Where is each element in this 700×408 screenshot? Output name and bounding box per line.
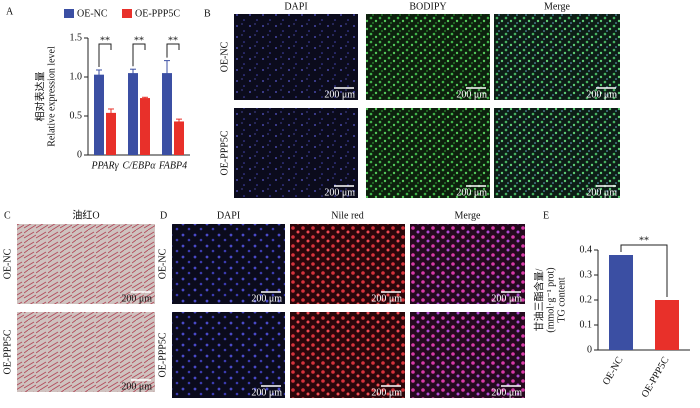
micrograph bbox=[366, 108, 490, 198]
significance-bracket bbox=[98, 43, 112, 67]
y-tick-label: 0 bbox=[77, 149, 82, 160]
scale-bar-label: 200 μm bbox=[586, 89, 617, 100]
micrograph bbox=[494, 14, 620, 100]
row-label: OE-PPP5C bbox=[157, 332, 168, 377]
column-title: Merge bbox=[455, 210, 481, 221]
significance-bracket bbox=[132, 43, 146, 67]
column-title: BODIPY bbox=[409, 1, 446, 12]
micrograph bbox=[494, 108, 620, 198]
x-tick-label: FABP4 bbox=[158, 160, 187, 171]
row-label: OE-PPP5C bbox=[2, 329, 13, 374]
micrograph bbox=[17, 224, 155, 304]
column-title: DAPI bbox=[217, 210, 240, 221]
x-tick-label: C/EBPα bbox=[122, 160, 156, 171]
panel-label: B bbox=[204, 8, 211, 19]
scale-bar-label: 200 μm bbox=[371, 387, 402, 398]
micrograph bbox=[410, 312, 525, 398]
bar bbox=[162, 73, 172, 155]
column-title: DAPI bbox=[284, 1, 307, 12]
scale-bar-label: 200 μm bbox=[371, 293, 402, 304]
scale-bar-label: 200 μm bbox=[586, 187, 617, 198]
micrograph bbox=[290, 224, 405, 304]
bar bbox=[94, 74, 104, 155]
scale-bar-label: 200 μm bbox=[251, 293, 282, 304]
micrograph bbox=[290, 312, 405, 398]
scale-bar-label: 200 μm bbox=[324, 89, 355, 100]
annotation: ** bbox=[168, 35, 178, 46]
legend-label: OE-PPP5C bbox=[135, 8, 180, 19]
legend-swatch bbox=[122, 9, 132, 18]
panel-label: E bbox=[543, 210, 549, 221]
y-tick-label: 0 bbox=[587, 344, 592, 355]
micrograph bbox=[410, 224, 525, 304]
scale-bar-label: 200 μm bbox=[456, 187, 487, 198]
bar bbox=[106, 112, 116, 155]
column-title: Merge bbox=[544, 1, 570, 12]
scale-bar-label: 200 μm bbox=[491, 293, 522, 304]
micrograph bbox=[366, 14, 490, 100]
scale-bar-label: 200 μm bbox=[456, 89, 487, 100]
column-title: Nile red bbox=[331, 210, 364, 221]
legend-swatch bbox=[64, 9, 74, 18]
annotation: ** bbox=[100, 35, 110, 46]
y-tick-label: 1.0 bbox=[70, 71, 83, 82]
annotation: ** bbox=[134, 35, 144, 46]
bar bbox=[128, 73, 138, 155]
micrograph bbox=[234, 14, 358, 100]
y-axis-label: (mmol·g⁻¹ prot) bbox=[545, 267, 556, 332]
panel-title: 油红O bbox=[72, 208, 99, 221]
row-label: OE-NC bbox=[2, 248, 13, 279]
micrograph bbox=[17, 312, 155, 392]
bar bbox=[655, 300, 679, 350]
legend-label: OE-NC bbox=[77, 8, 108, 19]
y-tick-label: 0.1 bbox=[580, 319, 593, 330]
bar bbox=[174, 121, 184, 155]
bar bbox=[140, 98, 150, 155]
scale-bar-label: 200 μm bbox=[121, 293, 152, 304]
significance-bracket bbox=[620, 244, 668, 297]
micrograph bbox=[172, 312, 285, 398]
x-tick-label: OE-NC bbox=[601, 355, 626, 387]
scale-bar-label: 200 μm bbox=[121, 381, 152, 392]
y-tick-label: 0.3 bbox=[580, 269, 593, 280]
y-tick-label: 0.2 bbox=[580, 294, 593, 305]
micrograph bbox=[234, 108, 358, 198]
annotation: ** bbox=[639, 235, 649, 246]
scale-bar-label: 200 μm bbox=[251, 387, 282, 398]
y-tick-label: 0.4 bbox=[580, 244, 593, 255]
y-axis-label: TG content bbox=[556, 277, 567, 322]
bar bbox=[609, 255, 633, 350]
panel-label: D bbox=[160, 210, 167, 221]
row-label: OE-NC bbox=[219, 41, 230, 72]
y-tick-label: 0.5 bbox=[70, 110, 83, 121]
y-tick-label: 1.5 bbox=[70, 32, 83, 43]
panel-label: C bbox=[4, 210, 11, 221]
x-tick-label: OE-PPP5C bbox=[640, 355, 672, 400]
scale-bar-label: 200 μm bbox=[324, 187, 355, 198]
y-axis-label: Relative expression level bbox=[46, 46, 57, 147]
row-label: OE-PPP5C bbox=[219, 130, 230, 175]
y-axis-label: 甘油三酯含量/ bbox=[532, 268, 545, 331]
micrograph bbox=[172, 224, 285, 304]
panel-label: A bbox=[6, 6, 14, 17]
significance-bracket bbox=[166, 43, 180, 58]
row-label: OE-NC bbox=[157, 248, 168, 279]
y-axis-label: 相对表达量 bbox=[33, 72, 46, 122]
scale-bar-label: 200 μm bbox=[491, 387, 522, 398]
x-tick-label: PPARγ bbox=[90, 160, 119, 171]
